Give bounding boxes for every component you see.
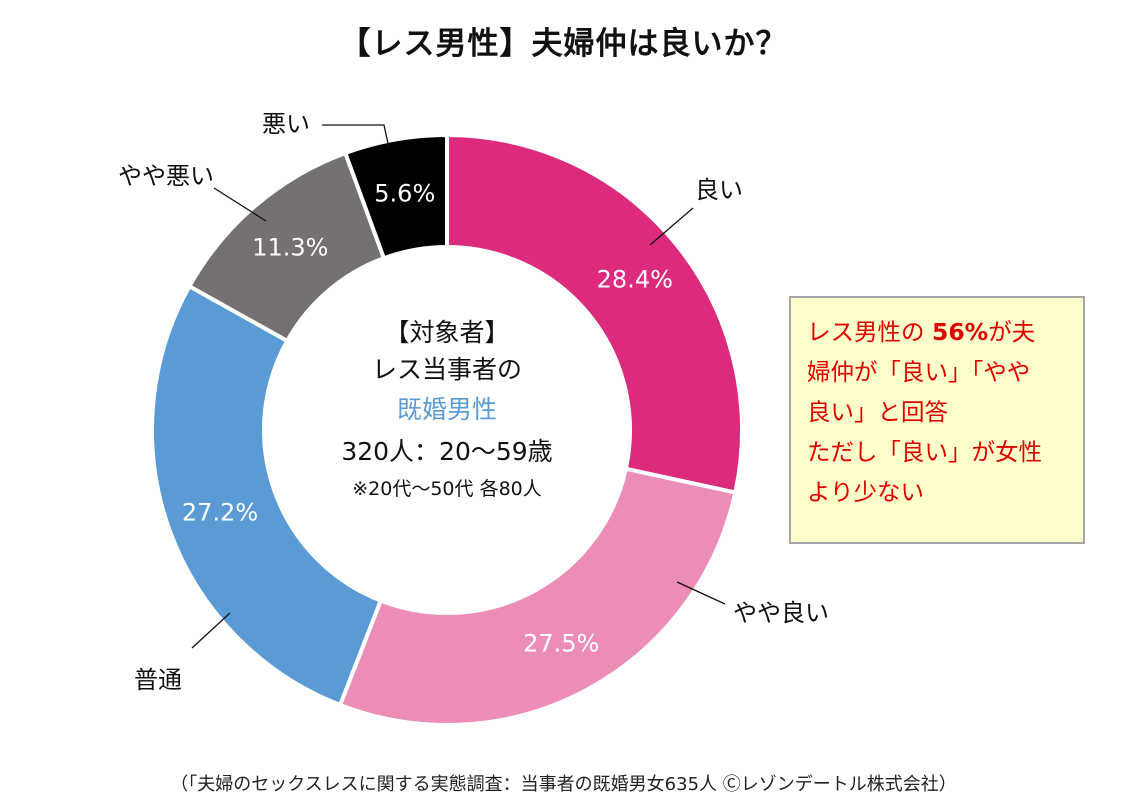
leader-line [191, 612, 231, 649]
annotation-line-4: ただし「良い」が女性 [807, 438, 1042, 466]
slice-category-label: 悪い [262, 110, 310, 138]
center-sample-note: ※20代～50代 各80人 [352, 478, 542, 500]
leader-line [213, 187, 267, 222]
annotation-line-3: 良い」と回答 [807, 398, 948, 426]
slice-category-label: 良い [695, 176, 743, 204]
annotation-line-1: レス男性の 56%が夫 [807, 318, 1036, 346]
donut-slice [342, 132, 449, 261]
leader-line [322, 124, 390, 149]
center-subject-highlight: 既婚男性 [396, 395, 497, 424]
slice-value-label: 28.4% [597, 266, 673, 294]
slice-value-label: 11.3% [252, 234, 328, 262]
chart-title: 【レス男性】夫婦仲は良いか？ [339, 26, 788, 62]
slice-category-label: 普通 [134, 666, 182, 694]
slice-category-label: やや良い [733, 599, 829, 627]
center-subject: レス当事者の [371, 355, 522, 384]
leader-line [649, 207, 694, 246]
slice-value-label: 27.2% [182, 499, 258, 527]
slice-value-label: 5.6% [374, 179, 435, 207]
annotation-box: レス男性の 56%が夫 婦仲が「良い」「やや 良い」と回答 ただし「良い」が女性… [789, 296, 1085, 544]
slice-category-label: やや悪い [118, 162, 214, 190]
annotation-line-2: 婦仲が「良い」「やや [807, 358, 1031, 386]
annotation-line-5: より少ない [807, 478, 925, 506]
center-heading: 【対象者】 [384, 318, 510, 347]
donut-slice [150, 283, 384, 708]
annotation-highlight: 56% [931, 318, 989, 346]
center-label: 【対象者】 レス当事者の 既婚男性 320人：20～59歳 ※20代～50代 各… [297, 316, 597, 504]
slice-value-label: 27.5% [523, 629, 599, 657]
donut-slice [445, 132, 744, 495]
donut-slice [337, 466, 738, 727]
leader-line [676, 581, 726, 605]
center-sample-size: 320人：20～59歳 [341, 437, 553, 466]
source-credit: （「夫婦のセックスレスに関する実態調査：当事者の既婚男女635人 Ⓒレゾンデート… [170, 774, 957, 795]
